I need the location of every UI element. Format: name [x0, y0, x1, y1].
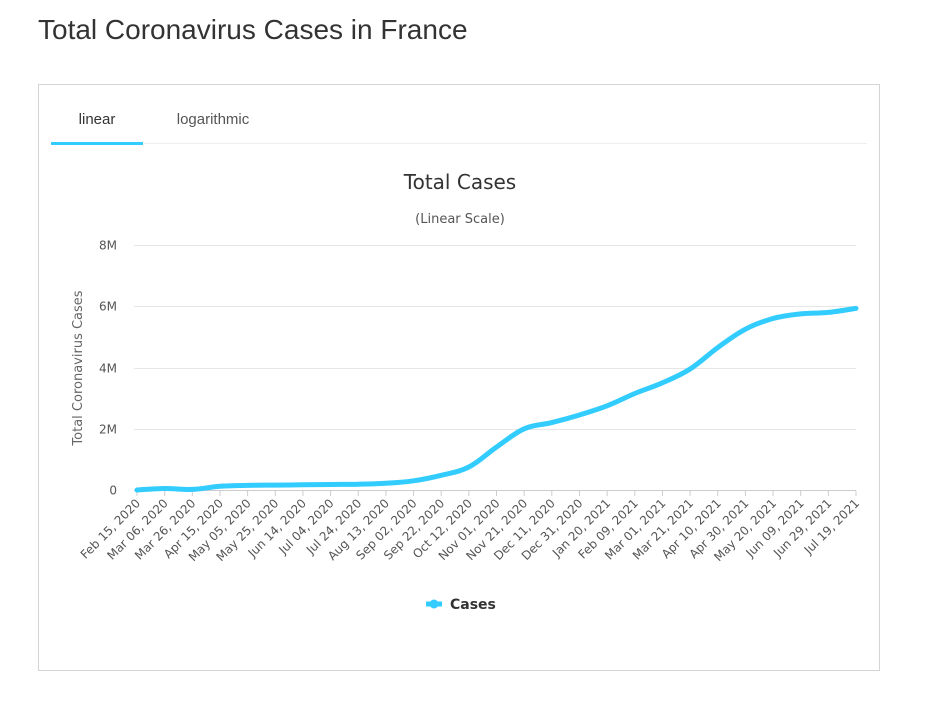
gridlines [134, 245, 856, 430]
y-axis-title: Total Coronavirus Cases [71, 290, 86, 446]
page-title: Total Coronavirus Cases in France [38, 14, 468, 45]
legend-label-cases: Cases [450, 597, 496, 613]
scale-tabs: linear logarithmic [51, 85, 867, 145]
tab-linear-label: linear [78, 111, 116, 128]
series-line-cases [134, 305, 859, 493]
chart-panel: linear logarithmic [38, 84, 880, 671]
y-tick-label: 8M [99, 239, 117, 253]
y-tick-label: 4M [99, 362, 117, 376]
y-tick-label: 0 [109, 484, 117, 498]
active-tab-indicator [51, 142, 143, 145]
chart-subtitle: (Linear Scale) [415, 212, 505, 227]
chart-title: Total Cases [403, 170, 516, 194]
y-axis-ticks: 0 2M 4M 6M 8M [99, 239, 117, 498]
y-tick-label: 2M [99, 423, 117, 437]
tab-logarithmic[interactable]: logarithmic [161, 85, 265, 143]
legend[interactable]: Cases [426, 597, 496, 613]
legend-marker [429, 599, 439, 609]
tab-linear[interactable]: linear [51, 85, 143, 145]
tab-logarithmic-label: logarithmic [176, 111, 250, 128]
y-tick-label: 6M [99, 300, 117, 314]
